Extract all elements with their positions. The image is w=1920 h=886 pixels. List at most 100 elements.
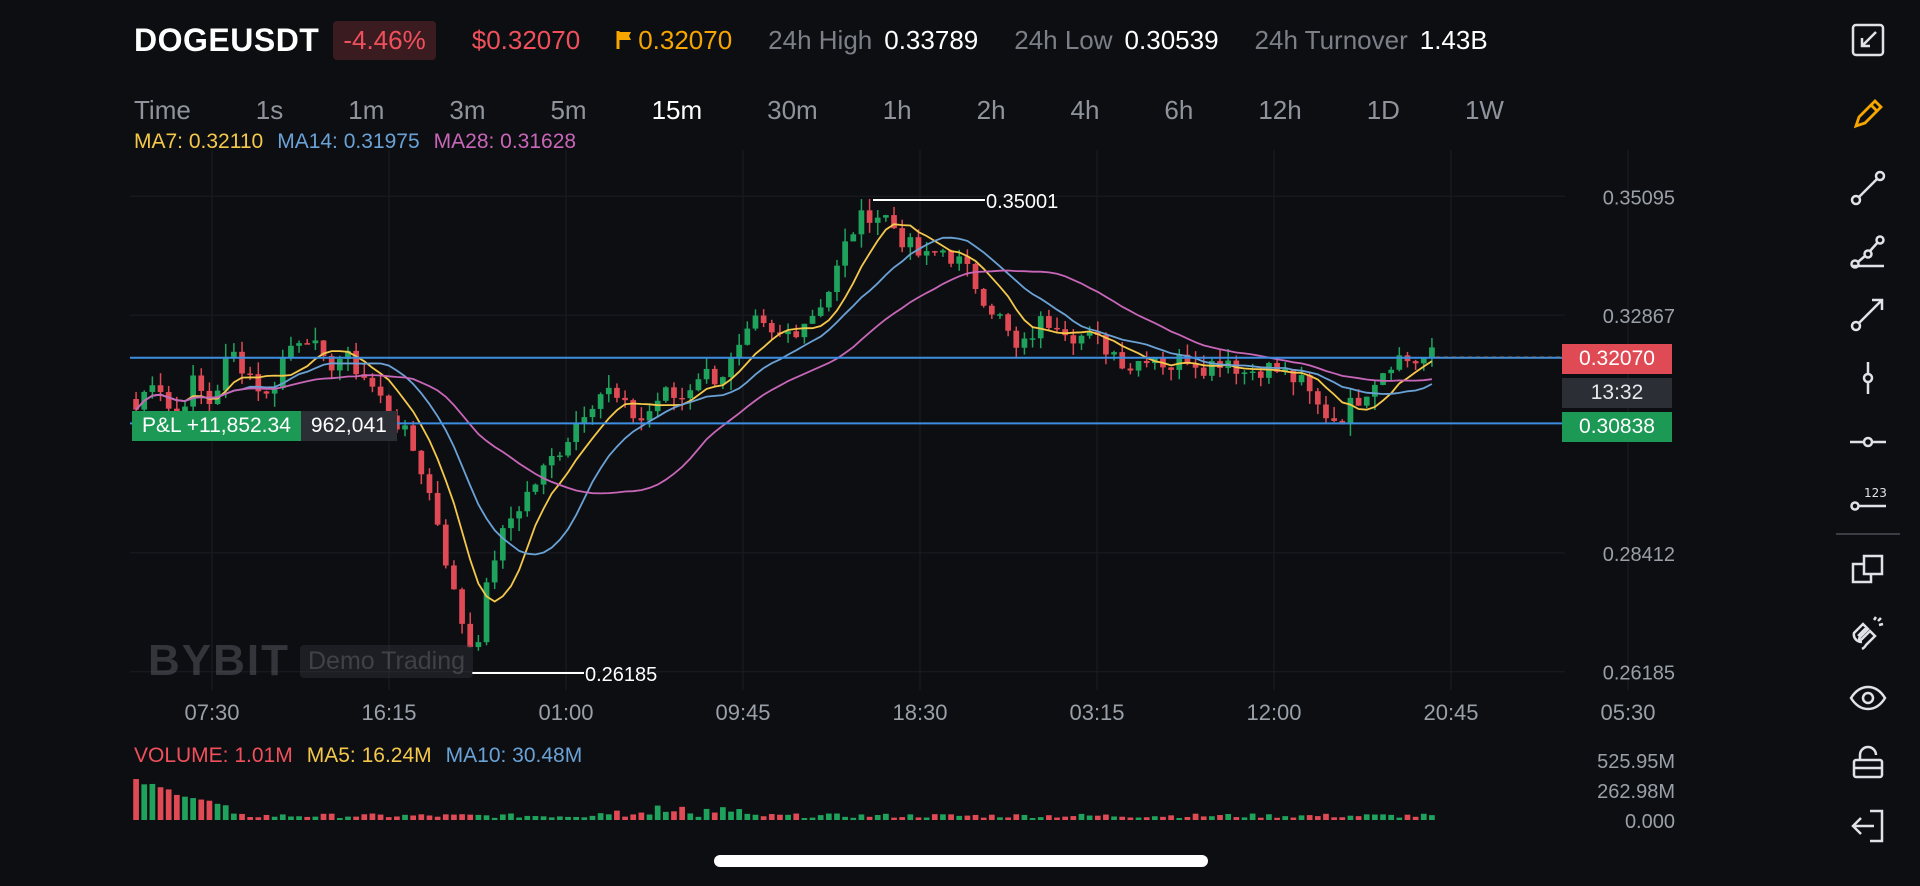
volume-bar [1160, 816, 1166, 820]
timeframe-1w[interactable]: 1W [1464, 94, 1504, 125]
candle-body [565, 442, 571, 456]
candle-body [817, 307, 824, 316]
candle-body [646, 411, 653, 421]
ray-icon[interactable] [1846, 292, 1890, 336]
timeframe-1m[interactable]: 1m [348, 94, 385, 125]
magnet-icon[interactable] [1846, 612, 1890, 656]
candle-body [1306, 375, 1313, 392]
candle-body [182, 406, 188, 414]
timeframe-15m[interactable]: 15m [651, 94, 703, 125]
volume-bar [1184, 817, 1191, 820]
y-tick-label: 0.35095 [1603, 187, 1675, 209]
candle-body [418, 450, 425, 475]
volume-bar [752, 814, 759, 820]
volume-bar [1135, 817, 1142, 820]
candle-body [744, 328, 751, 345]
timeframe-1d[interactable]: 1D [1366, 94, 1400, 125]
exit-icon[interactable] [1846, 804, 1890, 848]
volume-bar [1225, 814, 1232, 820]
pnl-value: P&L +11,852.34 [132, 411, 301, 441]
volume-bar [524, 815, 531, 820]
candle-body [157, 385, 164, 393]
candle-body [687, 390, 694, 399]
timeframe-12h[interactable]: 12h [1258, 94, 1302, 125]
path-line-icon[interactable] [1846, 230, 1890, 274]
eye-icon[interactable] [1846, 676, 1890, 720]
candle-body [320, 340, 327, 357]
candle-body [801, 323, 808, 338]
volume-bar [768, 814, 775, 820]
volume-bar [1086, 815, 1093, 820]
candle-body [540, 465, 547, 485]
volume-bar [1404, 814, 1411, 820]
candle-body [222, 356, 229, 391]
candle-body [980, 289, 987, 306]
candle-body [589, 408, 596, 418]
candle-body [133, 398, 139, 410]
volume-bar [1257, 817, 1264, 820]
volume-bar [777, 814, 783, 820]
lock-icon[interactable] [1846, 740, 1890, 784]
candle-body [410, 425, 417, 451]
volume-bar [279, 814, 286, 820]
candle-body [467, 623, 474, 648]
candle-body [1192, 364, 1199, 368]
timeframe-time[interactable]: Time [134, 94, 191, 125]
timeframe-4h[interactable]: 4h [1070, 94, 1100, 125]
pencil-icon[interactable] [1846, 92, 1890, 136]
candle-body [279, 358, 286, 388]
volume-bar [499, 814, 506, 820]
candle-body [1200, 367, 1207, 376]
volume-bar [931, 814, 938, 820]
volume-bar [1103, 814, 1109, 820]
home-indicator[interactable] [714, 855, 1208, 867]
collapse-icon[interactable] [1846, 18, 1890, 62]
candle-body [1363, 396, 1370, 406]
vertical-line-icon[interactable] [1846, 356, 1890, 400]
volume-bar [263, 814, 270, 820]
volume-bar [1241, 817, 1248, 820]
volume-bar [198, 799, 205, 820]
volume-bar [581, 817, 588, 820]
trend-line-icon[interactable] [1846, 166, 1890, 210]
y-tick-label: 0.26185 [1603, 663, 1675, 685]
last-price-tag: 0.32070 [1562, 344, 1672, 374]
candle-body [1347, 397, 1354, 425]
volume-bar [1168, 815, 1174, 820]
volume-bar [312, 816, 319, 820]
candle-body [760, 315, 767, 324]
volume-bar [508, 813, 514, 820]
price-label-icon[interactable]: 123 [1846, 478, 1890, 522]
candle-body [720, 377, 726, 385]
volume-bar [825, 813, 832, 820]
position-pnl[interactable]: P&L +11,852.34 962,041 [132, 411, 397, 441]
timeframe-1s[interactable]: 1s [255, 94, 284, 125]
timeframe-1h[interactable]: 1h [882, 94, 912, 125]
timeframe-3m[interactable]: 3m [449, 94, 486, 125]
volume-bar [442, 814, 449, 820]
candle-body [1331, 418, 1337, 421]
candle-body [1054, 327, 1060, 330]
x-tick-label: 18:30 [892, 700, 947, 725]
candle-body [679, 397, 685, 400]
timeframe-5m[interactable]: 5m [550, 94, 587, 125]
horizontal-line-icon[interactable] [1846, 420, 1890, 464]
symbol-name[interactable]: DOGEUSDT [134, 21, 320, 58]
volume-bar [394, 816, 400, 820]
volume-bar [418, 814, 425, 820]
timeframe-2h[interactable]: 2h [976, 94, 1006, 125]
volume-bar [573, 816, 580, 820]
candle-body [972, 263, 979, 290]
timeframe-6h[interactable]: 6h [1164, 94, 1194, 125]
candle-body [1078, 335, 1085, 344]
candle-body [923, 251, 930, 256]
candle-body [402, 425, 408, 430]
layers-icon[interactable] [1846, 548, 1890, 592]
timeframe-30m[interactable]: 30m [767, 94, 818, 125]
candle-body [239, 351, 245, 374]
volume-bar [336, 818, 343, 820]
volume-bar [597, 813, 604, 820]
volume-bar [222, 805, 229, 820]
volume-bar [964, 815, 971, 820]
candle-body [825, 292, 832, 308]
